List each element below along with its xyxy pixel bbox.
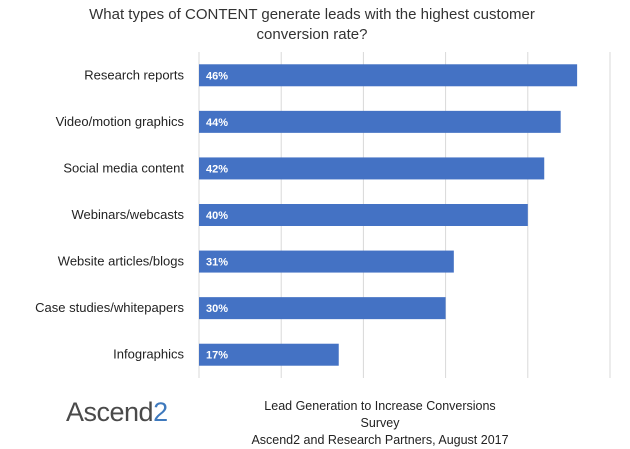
chart-title-line-2: conversion rate?	[257, 26, 368, 43]
bar	[199, 157, 545, 180]
logo-text: Ascend	[66, 397, 154, 427]
logo-accent-text: 2	[153, 397, 168, 427]
chart-title-line-1: What types of CONTENT generate leads wit…	[89, 6, 535, 23]
source-note: Lead Generation to Increase Conversions …	[250, 398, 510, 449]
bar-value-label: 44%	[206, 117, 228, 129]
bar	[199, 110, 561, 133]
category-label: Website articles/blogs	[58, 254, 185, 269]
bar-value-label: 31%	[206, 257, 228, 269]
source-line-1: Lead Generation to Increase Conversions …	[264, 399, 496, 430]
bar	[199, 250, 454, 273]
category-label: Social media content	[63, 160, 184, 175]
bar-value-label: 42%	[206, 163, 228, 175]
bars-group: 46% Research reports 44% Video/motion graph…	[35, 64, 578, 366]
bar	[199, 297, 446, 320]
ascend2-logo: Ascend2	[66, 397, 168, 428]
bar-value-label: 46%	[206, 70, 228, 82]
category-label: Infographics	[113, 347, 184, 362]
bar-value-label: 30%	[206, 303, 228, 315]
category-label: Case studies/whitepapers	[35, 300, 184, 315]
bar-value-label: 17%	[206, 350, 228, 362]
category-label: Webinars/webcasts	[72, 207, 185, 222]
bar-value-label: 40%	[206, 210, 228, 222]
bar	[199, 343, 339, 366]
bar	[199, 204, 528, 226]
category-label: Video/motion graphics	[56, 114, 185, 129]
category-label: Research reports	[84, 67, 184, 82]
source-line-2: Ascend2 and Research Partners, August 20…	[251, 433, 509, 447]
bar	[199, 64, 578, 87]
